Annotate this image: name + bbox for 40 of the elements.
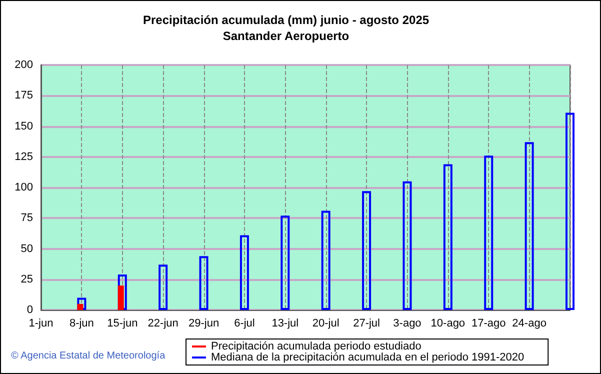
x-tick-label: 27-jul <box>353 318 380 330</box>
bar <box>118 286 124 310</box>
y-tick-label: 150 <box>14 120 33 132</box>
bar <box>158 264 168 310</box>
y-tick-label: 200 <box>14 59 33 71</box>
bar <box>524 142 534 310</box>
x-tick-label: 17-ago <box>471 318 506 330</box>
bar <box>240 235 249 310</box>
bar <box>199 256 208 310</box>
y-tick-label: 175 <box>14 90 33 102</box>
y-tick-label: 0 <box>26 304 33 316</box>
y-tick-label: 125 <box>14 150 33 163</box>
y-tick-label: 100 <box>14 182 33 194</box>
x-tick-label: 29-jun <box>188 318 220 330</box>
bar <box>362 191 372 310</box>
chart-title: Precipitación acumulada (mm) junio - agosto 2025 <box>142 13 430 27</box>
x-tick-label: 10-ago <box>430 318 466 330</box>
y-tick-label: 50 <box>20 242 33 255</box>
x-tick-label: 22-jun <box>148 318 178 330</box>
x-tick-label: 6-jul <box>234 318 255 330</box>
chart-subtitle: Santander Aeropuerto <box>222 29 350 43</box>
legend-label: Mediana de la precipitación acumulada en el periodo 1991-2020 <box>211 352 524 364</box>
bar <box>566 112 574 310</box>
x-tick-label: 13-jul <box>272 318 299 330</box>
bar <box>402 181 412 310</box>
x-tick-label: 1-jun <box>28 318 54 330</box>
bar <box>443 164 452 310</box>
x-tick-label: 20-jul <box>312 318 340 330</box>
y-tick-label: 75 <box>20 212 33 224</box>
x-tick-label: 24-ago <box>512 318 546 330</box>
x-tick-label: 3-ago <box>393 318 422 330</box>
legend-label: Precipitación acumulada periodo estudiado <box>211 340 422 352</box>
text: © Agencia Estatal de Meteorología <box>11 350 166 362</box>
y-tick-label: 25 <box>20 273 33 286</box>
x-tick-label: 8-jun <box>69 318 94 330</box>
bar <box>484 156 494 310</box>
x-tick-label: 15-jun <box>107 318 138 330</box>
bar <box>321 210 330 310</box>
bar <box>77 298 86 310</box>
bar <box>280 216 290 310</box>
